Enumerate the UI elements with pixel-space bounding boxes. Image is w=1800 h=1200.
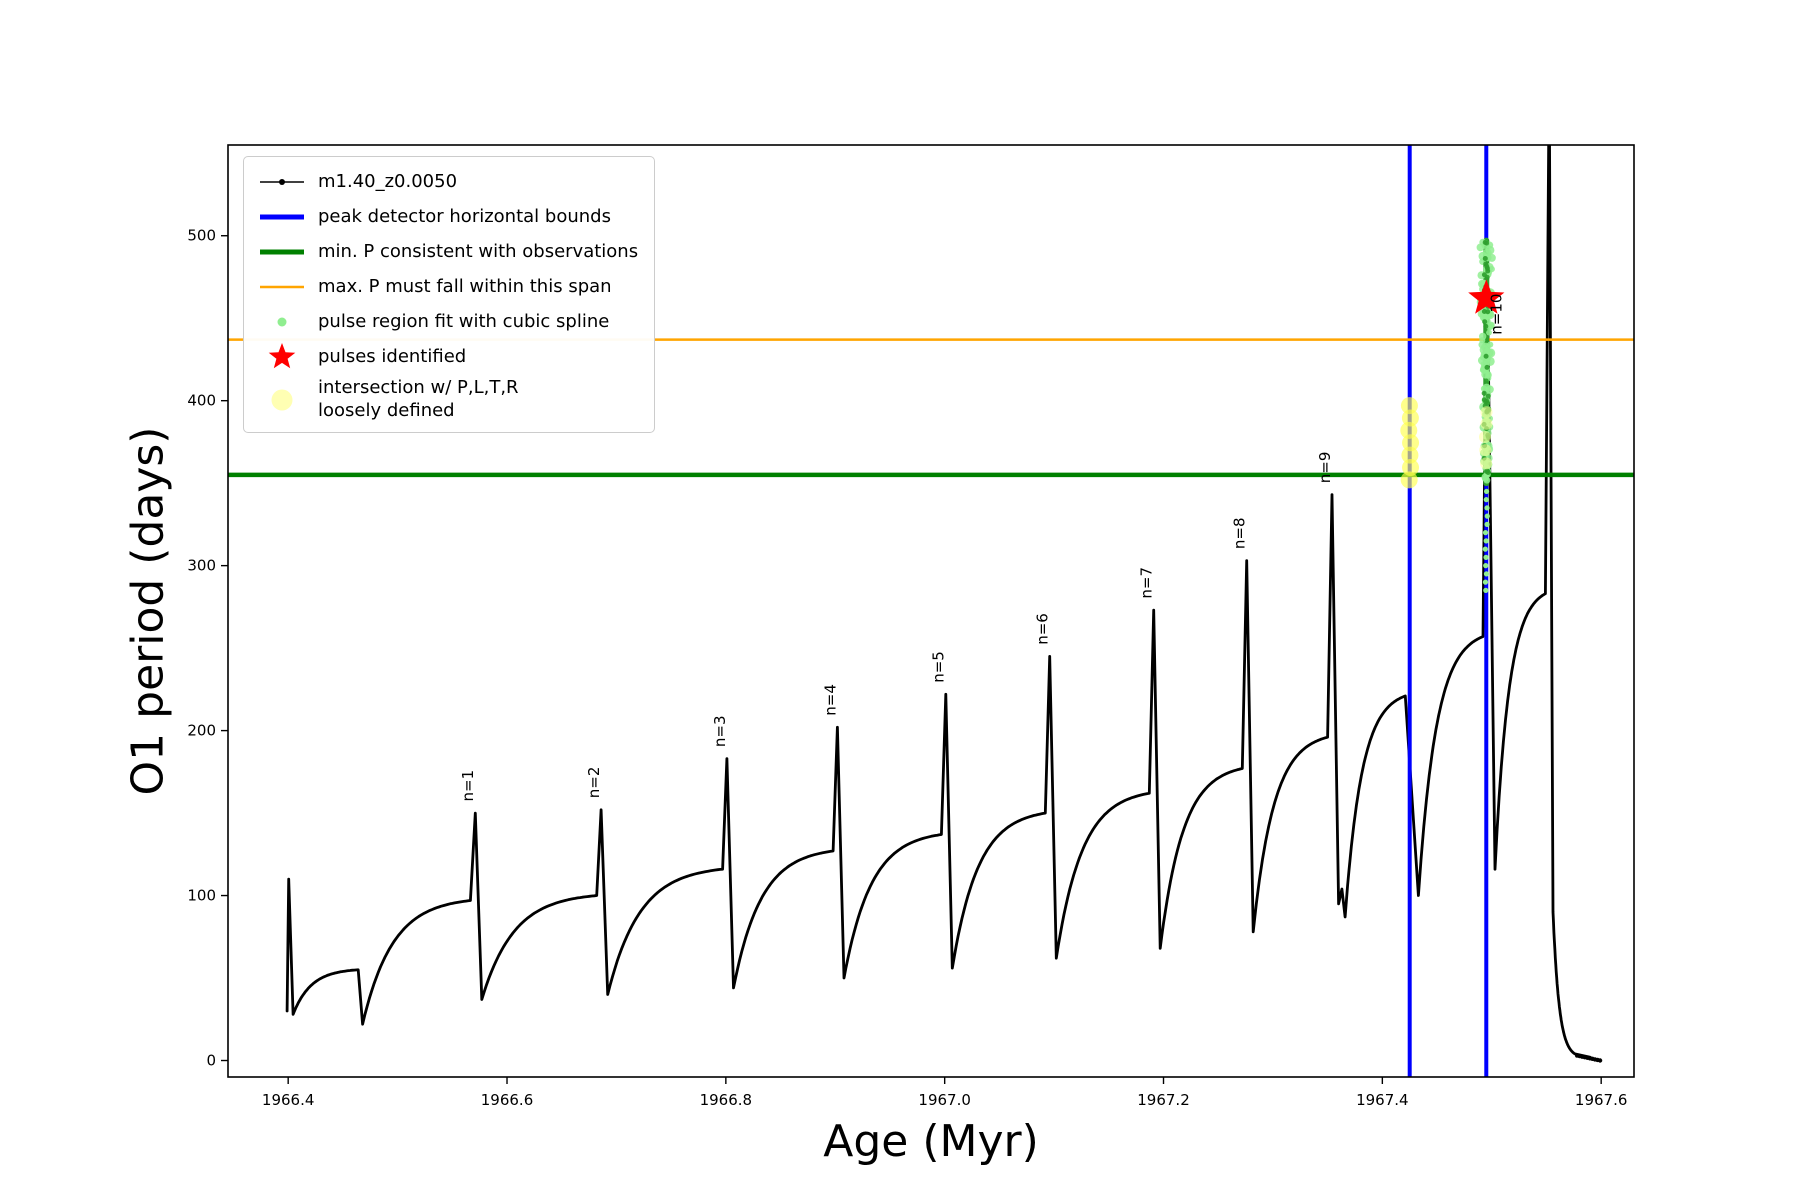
legend-sample-dot-icon [256,307,308,337]
pulse-region-dot [1487,341,1494,348]
peak-label-n=2: n=2 [585,767,603,799]
legend-label: pulse region fit with cubic spline [318,310,610,332]
legend-sample-star-icon [256,342,308,372]
pulse-region-dot [1485,400,1491,406]
intersection-dot [1402,458,1420,476]
legend-item-6: intersection w/ P,L,T,R loosely defined [256,377,638,422]
pulse-region-dot [1485,469,1491,475]
x-tick-label: 1966.8 [700,1091,753,1109]
pulse-region-dot [1481,272,1487,278]
tail-dot [1597,1058,1603,1063]
pulse-region-dot [1483,571,1490,577]
pulse-region-dot [1483,353,1489,359]
legend-sample-line-icon [256,202,308,232]
intersection-dot [1400,397,1418,415]
pulse-region-dot [1487,253,1496,262]
pulse-region-dot [1486,329,1492,336]
pulse-yellow-dot [1480,457,1493,470]
intersection-dot [1401,446,1419,464]
intersection-dot [1400,471,1418,489]
x-axis-label: Age (Myr) [823,1116,1039,1167]
series-m1.40_z0.0050 [285,145,1592,1059]
x-tick-label: 1967.4 [1356,1091,1409,1109]
pulse-yellow-dot [1479,444,1492,457]
x-tick-label: 1967.2 [1137,1091,1190,1109]
x-tick-label: 1966.6 [481,1091,534,1109]
pulse-region-dot [1483,261,1489,267]
x-tick-label: 1967.0 [918,1091,971,1109]
y-tick-label: 0 [206,1052,216,1070]
intersection-dot [1401,409,1419,427]
axes-spines [227,144,1635,1078]
pulse-region-dot [1485,393,1491,399]
pulse-region-dot [1482,239,1488,245]
pulse-region-dot [1483,497,1489,503]
pulse-region-dot [1484,521,1490,527]
pulse-region-dot [1482,319,1488,325]
y-tick-label: 400 [187,392,216,410]
y-tick-label: 200 [187,722,216,740]
x-tick-label: 1967.6 [1575,1091,1628,1109]
peak-label-n=10: n=10 [1488,294,1506,335]
legend-label: min. P consistent with observations [318,240,639,262]
peak-label-n=6: n=6 [1034,613,1052,645]
legend-item-3: max. P must fall within this span [256,272,638,302]
peak-label-n=8: n=8 [1231,517,1249,549]
pulse-region-dot [1483,323,1489,329]
legend-label: m1.40_z0.0050 [318,170,458,192]
peak-label-n=9: n=9 [1316,452,1334,484]
pulse-region-dot [1482,256,1488,262]
y-tick-label: 100 [187,887,216,905]
pulse-region-dot [1487,322,1495,330]
legend-item-5: pulses identified [256,342,638,372]
pulse-region-dot [1484,505,1490,511]
peak-label-n=7: n=7 [1138,567,1156,599]
legend-sample-line-icon [256,272,308,302]
pulse-yellow-dot [1478,430,1491,443]
pulse-yellow-dot [1480,406,1493,419]
legend-sample-line-dot-icon [256,167,308,197]
y-tick-label: 300 [187,557,216,575]
pulse-region-dot [1482,546,1488,552]
legend-label: peak detector horizontal bounds [318,205,611,227]
peak-label-n=1: n=1 [459,770,477,802]
intersection-dot [1400,421,1418,439]
legend-label: intersection w/ P,L,T,R loosely defined [318,377,519,421]
pulse-region-dot [1484,364,1490,370]
legend-sample-dot-icon [256,385,308,415]
legend-item-1: peak detector horizontal bounds [256,202,638,232]
legend-label: max. P must fall within this span [318,275,612,297]
pulse-region-dot [1482,383,1491,393]
pulse-region-dot [1484,513,1490,519]
peak-label-n=3: n=3 [711,715,729,747]
pulse-star-icon [1468,279,1505,314]
pulse-yellow-dot [1480,417,1493,430]
pulse-region-dot [1483,538,1489,544]
pulse-region-dot [1483,488,1490,495]
pulse-region-dot [1483,587,1489,593]
pulse-region-dot [1484,265,1490,271]
legend-label: pulses identified [318,345,467,367]
pulse-region-dot [1478,332,1487,341]
peak-label-n=4: n=4 [821,684,839,716]
x-tick-label: 1966.4 [262,1091,315,1109]
pulse-region-dot [1482,530,1489,536]
pulse-region-dot [1482,579,1489,585]
legend-item-0: m1.40_z0.0050 [256,167,638,197]
pulse-region-dot [1483,563,1489,569]
pulse-region-dot [1481,390,1487,396]
y-axis-label: O1 period (days) [122,426,174,796]
pulse-region-dot [1483,378,1489,384]
legend-sample-line-icon [256,237,308,267]
pulse-region-dot [1483,554,1489,560]
pulse-region-dot [1481,308,1487,314]
legend-item-4: pulse region fit with cubic spline [256,307,638,337]
legend-item-2: min. P consistent with observations [256,237,638,267]
peak-label-n=5: n=5 [930,651,948,683]
y-tick-label: 500 [187,227,216,245]
